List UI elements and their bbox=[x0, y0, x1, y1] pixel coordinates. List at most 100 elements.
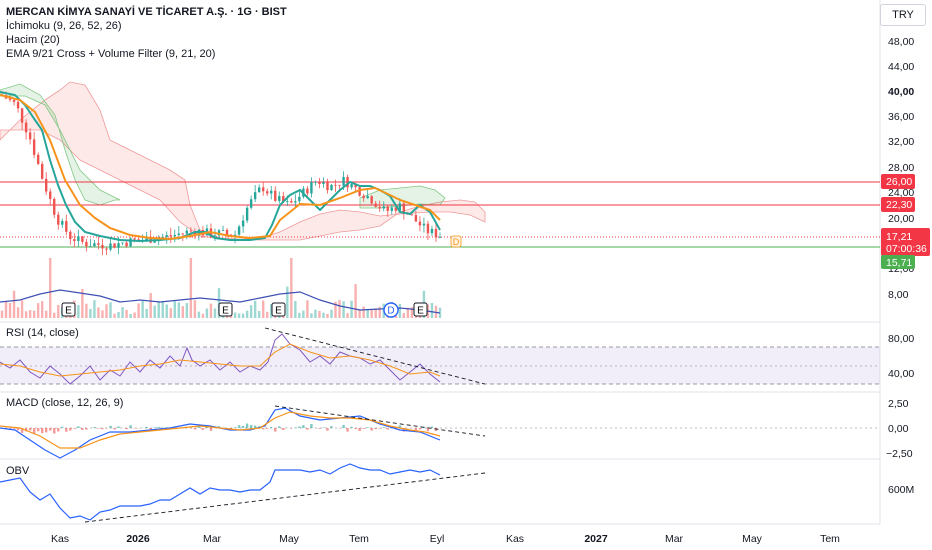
volume-bar bbox=[36, 303, 40, 318]
volume-bar bbox=[253, 300, 257, 318]
currency-button[interactable]: TRY bbox=[880, 4, 926, 26]
volume-bar bbox=[402, 313, 406, 318]
candle-body bbox=[121, 242, 124, 244]
macd-histogram-bar bbox=[310, 424, 313, 428]
candle-body bbox=[370, 196, 373, 204]
macd-histogram-bar bbox=[85, 428, 88, 430]
macd-histogram-bar bbox=[434, 428, 438, 431]
macd-histogram-bar bbox=[117, 426, 120, 428]
candle-body bbox=[390, 207, 393, 211]
volume-bar bbox=[366, 309, 369, 318]
macd-histogram-bar bbox=[370, 428, 373, 431]
candle-body bbox=[117, 243, 120, 248]
volume-bar bbox=[185, 303, 189, 318]
volume-bar bbox=[374, 308, 377, 318]
macd-histogram-bar bbox=[306, 428, 309, 430]
volume-bar bbox=[233, 312, 237, 318]
volume-bar bbox=[370, 309, 373, 318]
candle-body bbox=[36, 154, 40, 164]
macd-histogram-bar bbox=[28, 428, 32, 431]
candle-body bbox=[290, 201, 293, 203]
time-tick: Mar bbox=[203, 533, 222, 545]
kumo-red bbox=[0, 81, 486, 241]
macd-histogram-bar bbox=[97, 428, 100, 429]
macd-histogram-bar bbox=[233, 427, 237, 428]
symbol-title[interactable]: MERCAN KİMYA SANAYİ VE TİCARET A.Ş. · 1G… bbox=[6, 6, 287, 18]
candle-body bbox=[410, 214, 414, 216]
candle-body bbox=[125, 242, 128, 247]
volume-bar bbox=[310, 313, 313, 318]
rsi-label[interactable]: RSI (14, close) bbox=[6, 327, 79, 339]
time-tick: Mar bbox=[665, 533, 684, 545]
volume-bar bbox=[193, 300, 197, 318]
candle-body bbox=[241, 220, 245, 227]
volume-bar bbox=[113, 313, 116, 318]
time-tick: Kas bbox=[51, 533, 69, 545]
time-tick: 2026 bbox=[126, 533, 150, 545]
macd-label[interactable]: MACD (close, 12, 26, 9) bbox=[6, 397, 124, 409]
volume-bar bbox=[358, 309, 361, 318]
macd-histogram-bar bbox=[113, 428, 116, 430]
volume-bar bbox=[201, 313, 205, 318]
macd-histogram-bar bbox=[322, 427, 325, 428]
candle-body bbox=[362, 195, 365, 199]
volume-bar bbox=[20, 300, 24, 318]
candle-body bbox=[438, 237, 442, 239]
indicator-volume[interactable]: Hacim (20) bbox=[6, 34, 60, 46]
price-badges: 26,00 22,30 17,21 07:00:36 15,71 bbox=[881, 174, 930, 269]
price-tick: 20,00 bbox=[888, 213, 914, 225]
ema-slow-line bbox=[0, 94, 441, 241]
volume-bar bbox=[217, 288, 221, 318]
volume-bar bbox=[294, 301, 297, 318]
volume-bar bbox=[53, 312, 56, 318]
volume-bar bbox=[245, 310, 249, 318]
obv-label[interactable]: OBV bbox=[6, 465, 30, 477]
volume-bar bbox=[209, 303, 213, 318]
candle-body bbox=[318, 181, 321, 185]
volume-bar bbox=[257, 311, 261, 318]
macd-histogram-bar bbox=[245, 423, 249, 428]
macd-histogram-bar bbox=[398, 425, 402, 428]
time-tick: May bbox=[279, 533, 300, 545]
indicator-ema-cross[interactable]: EMA 9/21 Cross + Volume Filter (9, 21, 2… bbox=[6, 48, 216, 60]
price-tick: 48,00 bbox=[888, 36, 914, 48]
macd-tick: 0,00 bbox=[888, 423, 909, 435]
candle-body bbox=[374, 203, 377, 207]
candle-body bbox=[358, 187, 361, 196]
macd-histogram-bar bbox=[201, 428, 205, 430]
candle-body bbox=[386, 206, 389, 211]
candle-body bbox=[49, 191, 52, 199]
badge-countdown: 07:00:36 bbox=[886, 243, 927, 255]
candle-body bbox=[81, 236, 84, 242]
candle-body bbox=[109, 243, 112, 250]
macd-histogram-bar bbox=[229, 428, 233, 429]
candle-body bbox=[8, 98, 12, 100]
volume-bar bbox=[93, 300, 96, 318]
candle-body bbox=[257, 187, 261, 193]
volume-bar bbox=[270, 304, 273, 318]
candle-body bbox=[173, 234, 176, 237]
macd-histogram-bar bbox=[57, 428, 60, 432]
macd-histogram-bar bbox=[342, 424, 345, 428]
macd-histogram-bar bbox=[73, 428, 76, 429]
ichimoku-cloud bbox=[0, 81, 486, 241]
volume-bar bbox=[314, 309, 317, 318]
volume-bar bbox=[145, 308, 148, 318]
volume-bar bbox=[330, 309, 333, 318]
volume-bar bbox=[249, 305, 253, 318]
macd-histogram-bar bbox=[362, 428, 365, 429]
volume-bar bbox=[354, 284, 357, 318]
macd-histogram-bar bbox=[197, 426, 201, 428]
volume-bar bbox=[28, 310, 32, 318]
candle-body bbox=[422, 223, 426, 226]
macd-histogram-bar bbox=[157, 426, 160, 428]
price-candles bbox=[0, 90, 442, 256]
macd-histogram-bar bbox=[302, 425, 305, 428]
candle-body bbox=[153, 241, 156, 243]
volume-bar bbox=[129, 313, 132, 318]
macd-histogram-bar bbox=[209, 428, 213, 431]
macd-histogram-bar bbox=[249, 425, 253, 428]
candle-body bbox=[101, 244, 104, 249]
price-tick: 8,00 bbox=[888, 289, 909, 301]
indicator-ichimoku[interactable]: İchimoku (9, 26, 52, 26) bbox=[6, 20, 122, 32]
